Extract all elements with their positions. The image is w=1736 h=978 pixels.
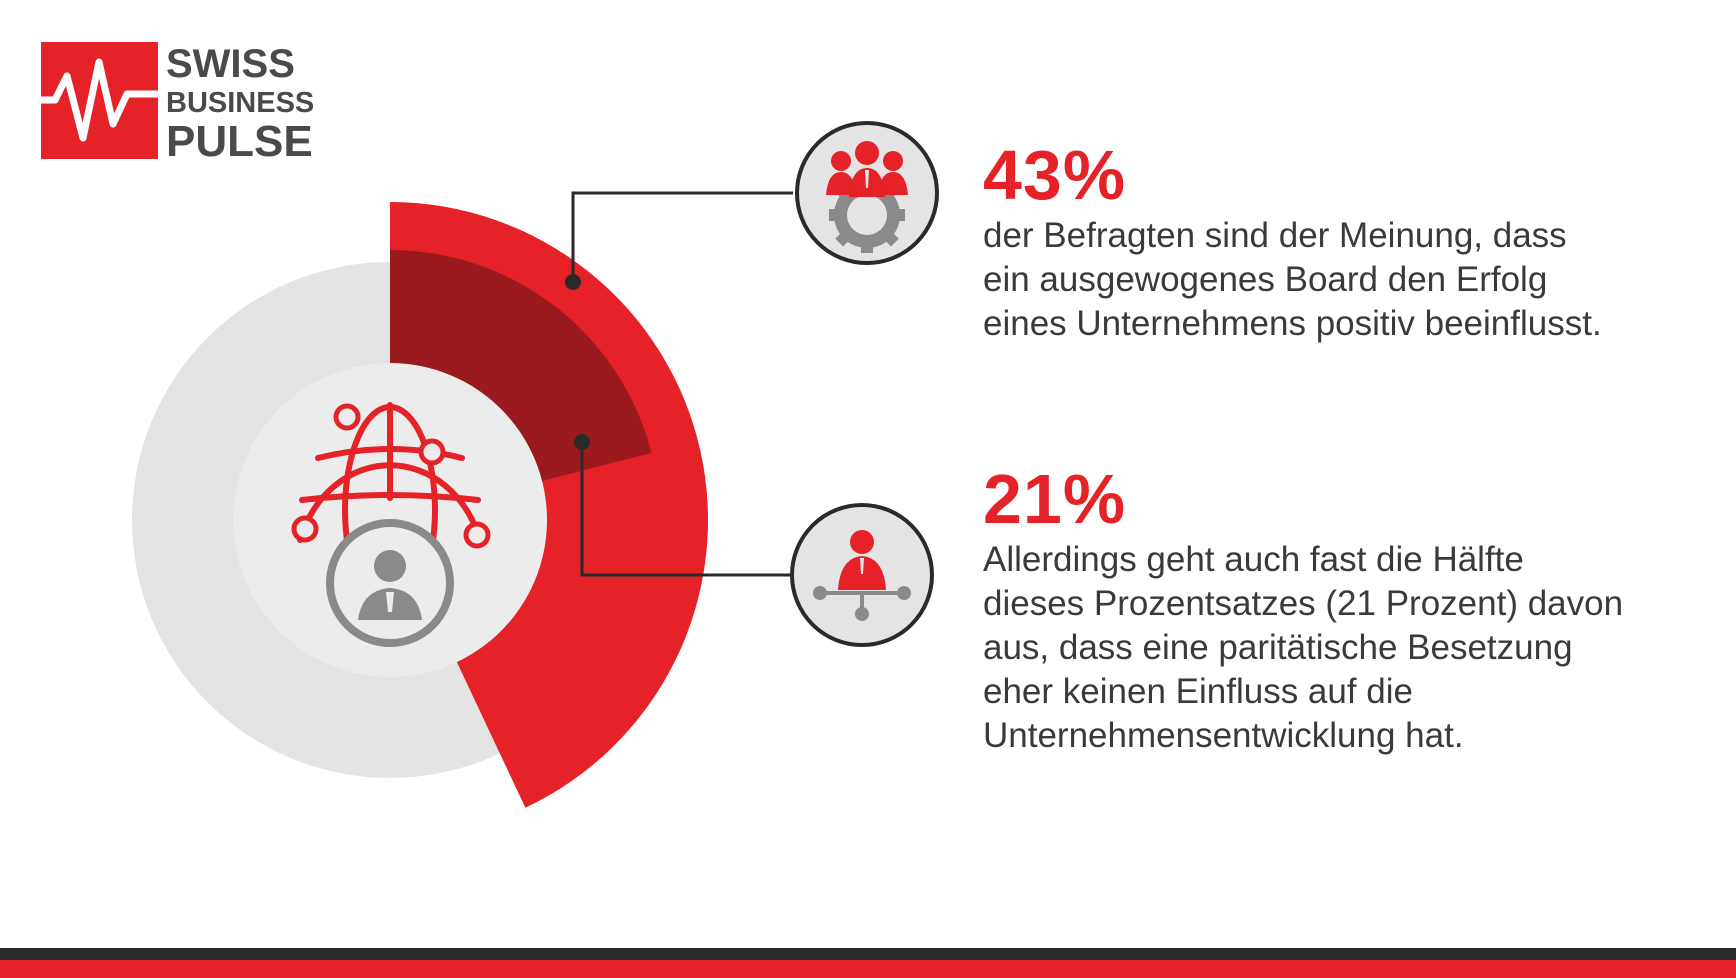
globe-businessman-icon [291, 402, 491, 647]
connector-lines [571, 191, 793, 577]
connector-dot-1 [565, 274, 581, 290]
logo-word-1: SWISS [166, 42, 295, 86]
stat-block-1: 43% der Befragten sind der Meinung, dass… [983, 140, 1683, 346]
pulse-logo-icon [41, 42, 158, 159]
logo-word-3: PULSE [166, 117, 313, 166]
stat-value: 43% [983, 136, 1127, 214]
stat-description: der Befragten sind der Meinung, dass ein… [983, 216, 1602, 343]
brand-logo: SWISS BUSINESS PULSE [41, 42, 331, 166]
stat-block-2: 21% Allerdings geht auch fast die Hälfte… [983, 464, 1683, 758]
stat-description: Allerdings geht auch fast die Hälfte die… [983, 540, 1624, 755]
logo-word-2: BUSINESS [166, 87, 315, 119]
person-network-icon [790, 503, 934, 647]
footer-bar-dark [0, 948, 1736, 960]
footer-bar-red [0, 960, 1736, 978]
team-gear-icon [795, 121, 939, 265]
stat-value: 21% [983, 460, 1127, 538]
connector-dot-2 [574, 434, 590, 450]
